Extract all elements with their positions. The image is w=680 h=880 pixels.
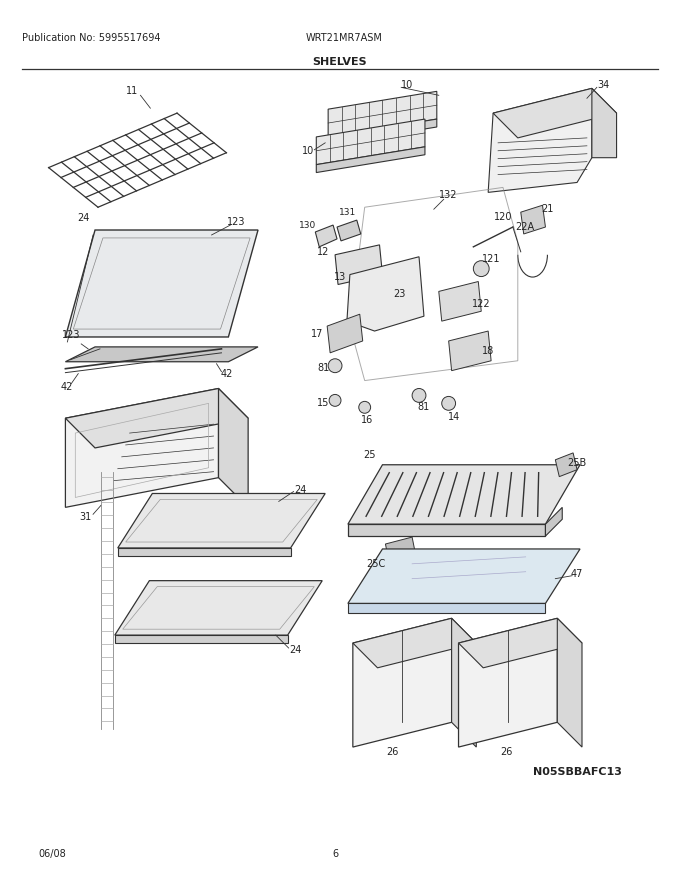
Text: 11: 11 [126,86,139,96]
Text: 130: 130 [299,221,316,230]
Polygon shape [386,537,415,559]
Polygon shape [488,88,592,193]
Polygon shape [449,331,491,370]
Circle shape [473,260,489,276]
Text: 42: 42 [61,382,73,392]
Polygon shape [65,388,218,508]
Text: 21: 21 [541,204,554,214]
Text: 26: 26 [386,747,398,757]
Text: 22A: 22A [515,222,534,232]
Polygon shape [115,635,288,643]
Polygon shape [118,548,290,556]
Text: Publication No: 5995517694: Publication No: 5995517694 [22,33,160,43]
Text: 25B: 25B [567,458,587,468]
Circle shape [382,297,403,316]
Polygon shape [115,581,322,635]
Polygon shape [348,524,545,536]
Text: 123: 123 [62,330,81,340]
Text: 24: 24 [290,645,302,655]
Polygon shape [558,619,582,747]
Polygon shape [521,205,545,234]
Polygon shape [328,119,437,145]
Polygon shape [458,619,558,747]
Circle shape [359,401,371,414]
Text: 10: 10 [401,80,413,91]
Text: 14: 14 [447,412,460,422]
Text: 121: 121 [482,253,500,264]
Text: 25C: 25C [366,559,385,568]
Polygon shape [592,88,617,158]
Text: 132: 132 [439,190,458,201]
Bar [144,630,154,640]
Text: 81: 81 [418,402,430,413]
Polygon shape [458,619,582,668]
Polygon shape [439,282,481,321]
Text: 120: 120 [494,212,512,222]
Polygon shape [452,619,476,747]
Polygon shape [353,619,476,668]
Polygon shape [353,619,452,747]
Text: 23: 23 [393,290,405,299]
Polygon shape [218,388,248,508]
Text: 34: 34 [598,80,610,91]
Text: 24: 24 [294,485,307,495]
Polygon shape [328,92,437,137]
Circle shape [329,394,341,407]
Text: 47: 47 [571,568,583,579]
Text: 25: 25 [363,450,376,460]
Circle shape [442,396,456,410]
Polygon shape [327,314,362,353]
Polygon shape [316,225,337,247]
Circle shape [412,388,426,402]
Polygon shape [65,347,258,362]
Bar [148,543,157,553]
Text: 131: 131 [339,208,356,216]
Text: N05SBBAFC13: N05SBBAFC13 [532,766,622,777]
Text: 12: 12 [317,246,329,257]
Polygon shape [348,465,580,524]
Polygon shape [337,220,361,241]
Polygon shape [316,119,425,165]
Text: 6: 6 [332,849,338,859]
Text: 26: 26 [500,747,512,757]
Polygon shape [118,494,325,548]
Polygon shape [316,147,425,172]
Text: WRT21MR7ASM: WRT21MR7ASM [305,33,382,43]
Text: 06/08: 06/08 [39,849,67,859]
Polygon shape [347,257,424,331]
Text: 123: 123 [227,217,245,227]
Polygon shape [493,88,617,138]
Text: 16: 16 [360,415,373,425]
Polygon shape [348,604,545,613]
Text: 122: 122 [472,299,490,309]
Text: 13: 13 [334,272,346,282]
Text: 15: 15 [317,399,329,408]
Text: 18: 18 [482,346,494,356]
Text: 81: 81 [317,363,329,373]
Text: 10: 10 [303,146,315,156]
Polygon shape [65,388,248,448]
Text: 42: 42 [220,369,233,378]
Text: SHELVES: SHELVES [313,56,367,67]
Polygon shape [348,549,580,604]
Text: 24: 24 [77,213,89,224]
Text: 17: 17 [311,329,324,339]
Polygon shape [545,508,562,536]
Polygon shape [65,230,258,337]
Polygon shape [556,453,577,477]
Polygon shape [335,245,382,284]
Circle shape [328,359,342,372]
Text: 31: 31 [79,512,91,522]
